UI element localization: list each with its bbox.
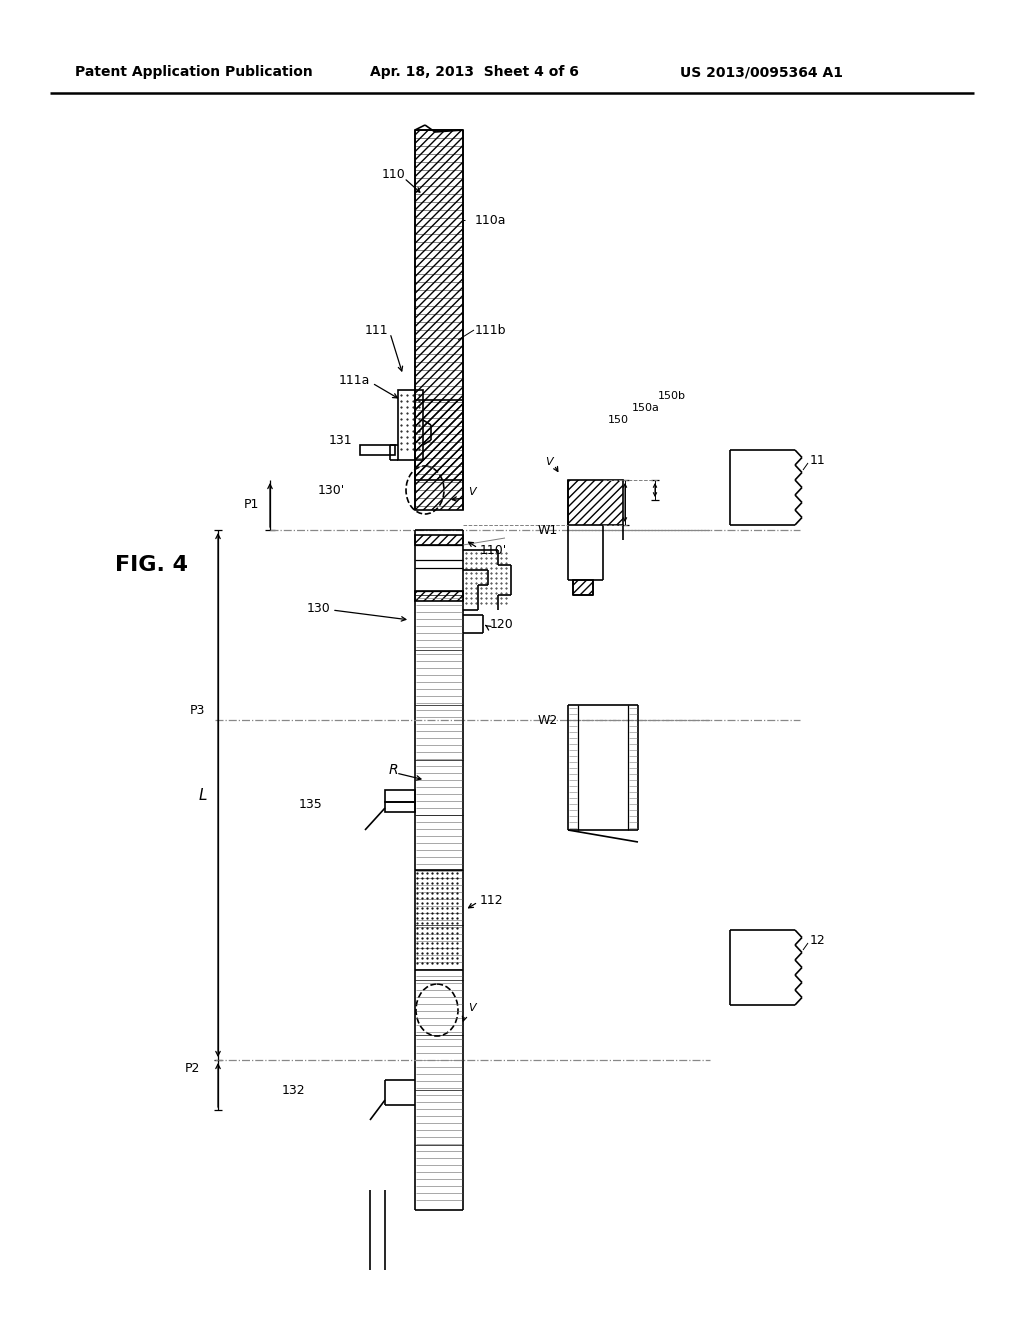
Bar [385, 803, 415, 812]
Text: P1: P1 [244, 499, 259, 511]
Bar [360, 445, 395, 455]
Text: 130': 130' [317, 483, 345, 496]
Text: FIG. 4: FIG. 4 [115, 554, 188, 576]
Text: 150a: 150a [632, 403, 659, 413]
Text: 120: 120 [490, 619, 514, 631]
Text: P2: P2 [184, 1061, 200, 1074]
Text: 132: 132 [282, 1084, 305, 1097]
Text: 110': 110' [480, 544, 507, 557]
Text: R: R [388, 763, 398, 777]
Text: V: V [468, 487, 475, 498]
Bar [415, 535, 463, 545]
Text: P3: P3 [189, 704, 205, 717]
Text: 135: 135 [298, 799, 322, 812]
Text: 111a: 111a [339, 374, 370, 387]
Bar [385, 789, 415, 803]
Bar [415, 129, 463, 510]
Text: 11: 11 [810, 454, 825, 466]
Text: 110: 110 [381, 169, 406, 181]
Bar [573, 579, 593, 595]
Text: 12: 12 [810, 933, 825, 946]
Text: 111: 111 [365, 323, 388, 337]
Text: 150b: 150b [658, 391, 686, 401]
Bar [415, 591, 463, 601]
Text: 112: 112 [480, 894, 504, 907]
Text: W1: W1 [538, 524, 558, 536]
Text: 130: 130 [306, 602, 330, 615]
Text: L: L [199, 788, 207, 803]
Text: 150: 150 [608, 414, 629, 425]
Bar [415, 400, 463, 480]
Text: V: V [546, 457, 553, 467]
Text: V: V [468, 1003, 475, 1012]
Text: Patent Application Publication: Patent Application Publication [75, 65, 312, 79]
Text: 131: 131 [329, 433, 352, 446]
Text: Apr. 18, 2013  Sheet 4 of 6: Apr. 18, 2013 Sheet 4 of 6 [370, 65, 579, 79]
Text: US 2013/0095364 A1: US 2013/0095364 A1 [680, 65, 843, 79]
Bar [568, 480, 623, 525]
Text: 111b: 111b [475, 323, 507, 337]
Bar [398, 389, 423, 459]
Text: 110a: 110a [475, 214, 507, 227]
Text: W2: W2 [538, 714, 558, 726]
